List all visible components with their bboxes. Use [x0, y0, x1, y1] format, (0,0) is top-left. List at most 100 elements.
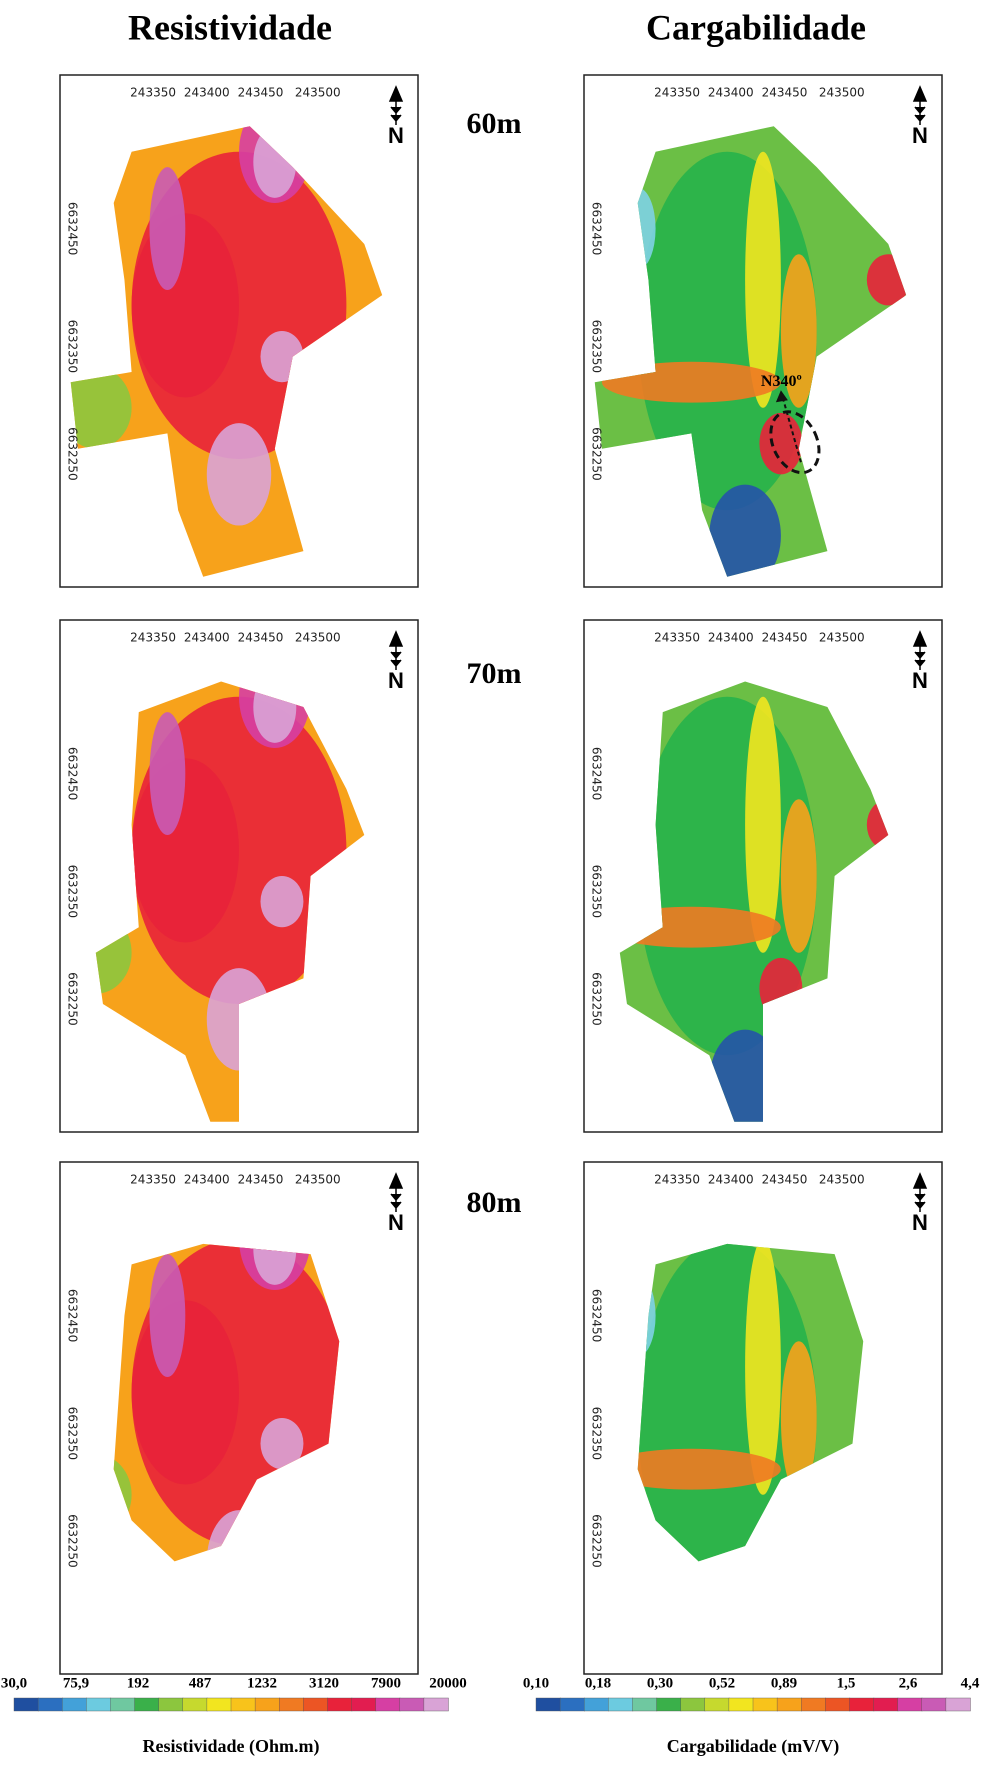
map-panel: 243350 243400 243450 243500 6632450 6632350 66…: [584, 620, 942, 1132]
y-tick-label: 6632350: [590, 865, 604, 918]
y-tick-label: 6632250: [66, 427, 80, 480]
y-tick-label: 6632450: [66, 747, 80, 800]
contour-zone: [132, 758, 239, 942]
north-label: N: [912, 123, 928, 148]
y-tick-label: 6632250: [590, 1514, 604, 1567]
colorbar-swatch: [681, 1698, 706, 1711]
colorbar-swatch: [303, 1698, 328, 1711]
y-tick-label: 6632250: [590, 972, 604, 1025]
x-tick-label: 243350: [130, 1173, 176, 1187]
x-tick-label: 243500: [295, 86, 341, 100]
colorbar-swatch: [231, 1698, 256, 1711]
colorbar-swatch: [38, 1698, 63, 1711]
colorbar-label: 0,30: [647, 1675, 673, 1691]
colorbar-swatch: [86, 1698, 111, 1711]
north-label: N: [388, 668, 404, 693]
contour-zone: [132, 213, 239, 397]
colorbar-swatch: [898, 1698, 923, 1711]
colorbar-swatch: [135, 1698, 160, 1711]
colorbar-label: 75,9: [63, 1675, 89, 1691]
x-tick-label: 243400: [184, 86, 230, 100]
map-panel: 243350 243400 243450 243500 6632450 6632350 66…: [584, 75, 942, 587]
colorbar-swatch: [352, 1698, 377, 1711]
y-tick-label: 6632450: [590, 202, 604, 255]
y-tick-label: 6632350: [66, 320, 80, 373]
map-panel: 243350 243400 243450 243500 6632450 6632350 66…: [584, 1162, 942, 1674]
colorbar-swatch: [777, 1698, 802, 1711]
y-tick-label: 6632350: [590, 320, 604, 373]
colorbar-label: 4,4: [961, 1675, 980, 1691]
x-tick-label: 243450: [762, 1173, 808, 1187]
x-tick-label: 243500: [819, 1173, 865, 1187]
colorbar-swatch: [110, 1698, 135, 1711]
figure: ResistividadeCargabilidade60m70m80m24335…: [0, 0, 988, 1767]
colorbar-label: 3120: [309, 1675, 339, 1691]
y-tick-label: 6632250: [590, 427, 604, 480]
contour-zone: [150, 712, 186, 835]
colorbar-swatch: [536, 1698, 561, 1711]
column-title: Resistividade: [128, 7, 332, 47]
colorbar-swatch: [255, 1698, 280, 1711]
colorbar-swatch: [657, 1698, 682, 1711]
x-tick-label: 243400: [708, 1173, 754, 1187]
x-tick-label: 243400: [184, 1173, 230, 1187]
colorbar-label: 0,18: [585, 1675, 611, 1691]
colorbar-label: 0,89: [771, 1675, 797, 1691]
x-tick-label: 243350: [654, 86, 700, 100]
x-tick-label: 243450: [238, 1173, 284, 1187]
x-tick-label: 243450: [762, 86, 808, 100]
colorbar-title: Cargabilidade (mV/V): [667, 1736, 840, 1757]
x-tick-label: 243350: [130, 86, 176, 100]
colorbar-swatch: [825, 1698, 850, 1711]
colorbar-swatch: [874, 1698, 899, 1711]
depth-label: 70m: [467, 657, 522, 690]
colorbar-swatch: [632, 1698, 657, 1711]
annotation: N340º: [761, 373, 802, 390]
y-tick-label: 6632250: [66, 1514, 80, 1567]
colorbar-label: 0,52: [709, 1675, 735, 1691]
colorbar-swatch: [279, 1698, 304, 1711]
colorbar-title: Resistividade (Ohm.m): [143, 1736, 320, 1757]
x-tick-label: 243400: [708, 631, 754, 645]
colorbar-label: 7900: [371, 1675, 401, 1691]
y-tick-label: 6632350: [590, 1407, 604, 1460]
colorbar-swatch: [946, 1698, 971, 1711]
colorbar-swatch: [608, 1698, 633, 1711]
colorbar-label: 30,0: [1, 1675, 27, 1691]
colorbar-swatch: [584, 1698, 609, 1711]
map-panel: 2433502434002434502435006632450663235066…: [60, 620, 418, 1132]
x-tick-label: 243400: [708, 86, 754, 100]
x-tick-label: 243500: [295, 631, 341, 645]
map-panel: 2433502434002434502435006632450663235066…: [60, 75, 418, 587]
north-label: N: [912, 1210, 928, 1235]
x-tick-label: 243500: [819, 86, 865, 100]
y-tick-label: 6632450: [590, 1289, 604, 1342]
colorbar-swatch: [922, 1698, 947, 1711]
x-tick-label: 243450: [762, 631, 808, 645]
contour-zone: [207, 423, 271, 525]
x-tick-label: 243500: [819, 631, 865, 645]
colorbar-swatch: [207, 1698, 232, 1711]
colorbar-swatch: [705, 1698, 730, 1711]
x-tick-label: 243350: [654, 631, 700, 645]
x-tick-label: 243500: [295, 1173, 341, 1187]
y-tick-label: 6632450: [590, 747, 604, 800]
north-label: N: [912, 668, 928, 693]
colorbar-label: 192: [127, 1675, 150, 1691]
depth-label: 60m: [467, 107, 522, 140]
colorbar-swatch: [801, 1698, 826, 1711]
x-tick-label: 243350: [654, 1173, 700, 1187]
colorbar-swatch: [327, 1698, 352, 1711]
colorbar-swatch: [729, 1698, 754, 1711]
colorbar-label: 1232: [247, 1675, 277, 1691]
colorbar-swatch: [753, 1698, 778, 1711]
colorbar-swatch: [424, 1698, 449, 1711]
colorbar-swatch: [376, 1698, 401, 1711]
column-title: Cargabilidade: [646, 7, 866, 47]
colorbar-swatch: [159, 1698, 184, 1711]
contour-zone: [260, 876, 303, 927]
north-label: N: [388, 1210, 404, 1235]
colorbar-label: 487: [189, 1675, 212, 1691]
colorbar-swatch: [183, 1698, 208, 1711]
contour-zone: [781, 799, 817, 953]
